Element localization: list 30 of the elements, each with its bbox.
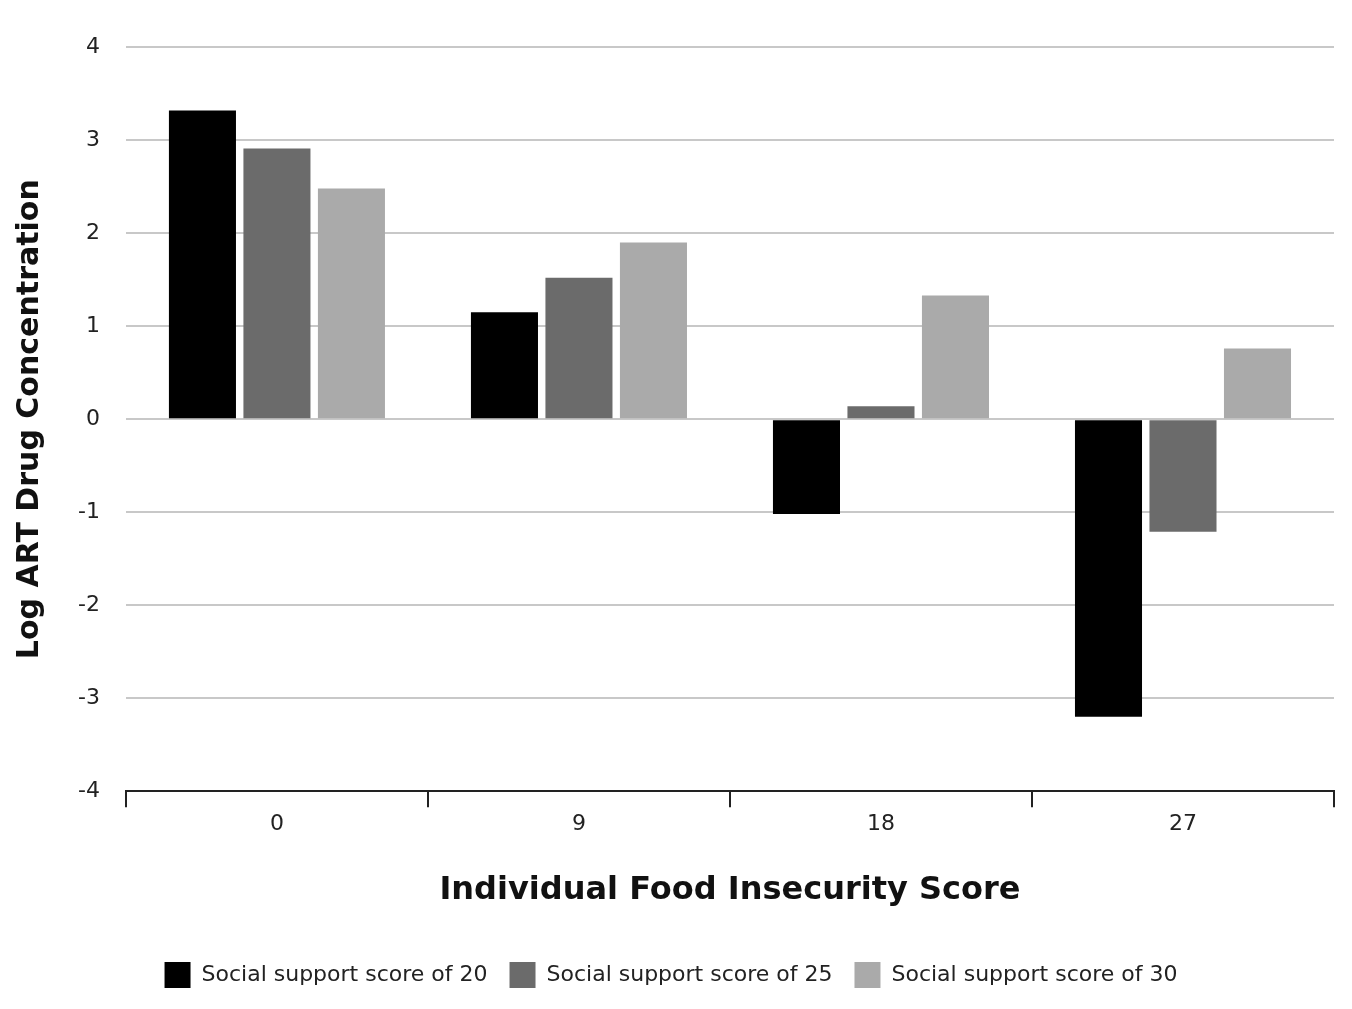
- y-tick-label: -4: [78, 776, 100, 802]
- y-tick-label: 3: [85, 125, 100, 151]
- bar: [317, 188, 385, 419]
- x-tick-label: 0: [269, 810, 284, 836]
- bar: [1074, 420, 1143, 717]
- bar: [470, 312, 538, 419]
- legend-label: Social support score of 25: [546, 960, 833, 986]
- bar: [772, 420, 840, 515]
- bar: [847, 406, 915, 419]
- legend-label: Social support score of 30: [891, 960, 1178, 986]
- bar: [168, 110, 236, 419]
- y-tick-label: 2: [85, 218, 100, 244]
- bar: [1149, 420, 1217, 532]
- bar: [243, 148, 311, 419]
- y-tick-label: 0: [85, 404, 100, 430]
- y-tick-label: 1: [85, 311, 100, 337]
- x-tick-label: 27: [1168, 810, 1197, 836]
- bar: [921, 295, 989, 419]
- bar: [619, 242, 687, 419]
- y-axis-title: Log ART Drug Concentration: [9, 179, 45, 660]
- x-axis-title: Individual Food Insecurity Score: [439, 869, 1021, 908]
- y-tick-label: 4: [85, 32, 100, 58]
- y-tick-label: -1: [78, 497, 100, 523]
- y-tick-label: -2: [78, 590, 100, 616]
- bar: [545, 277, 613, 419]
- bar: [1223, 348, 1292, 419]
- y-tick-label: -3: [78, 683, 100, 709]
- legend-label: Social support score of 20: [201, 960, 488, 986]
- x-tick-label: 18: [866, 810, 895, 836]
- x-tick-label: 9: [571, 810, 586, 836]
